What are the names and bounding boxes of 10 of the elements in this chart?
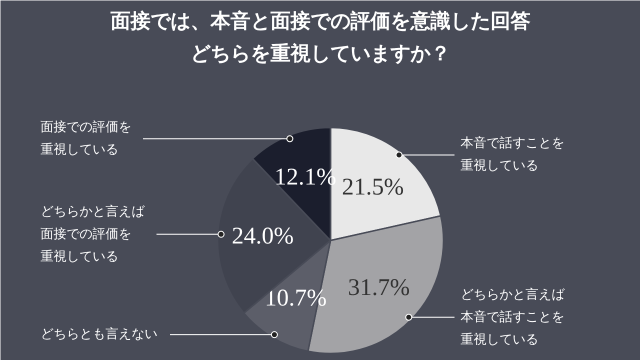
slice-label: 本音で話すことを重視している (460, 136, 564, 174)
slice-label: 面接での評価を重視している (40, 120, 132, 158)
data-label: 31.7% (348, 274, 410, 301)
slice-label: どちらかと言えば面接での評価を重視している (40, 203, 146, 264)
chart-title: 面接では、本音と面接での評価を意識した回答どちらを重視していますか？ (110, 8, 530, 65)
data-label: 24.0% (232, 224, 294, 250)
data-label: 10.7% (264, 286, 327, 312)
data-label: 21.5% (342, 174, 404, 201)
slice-label: どちらかと言えば本音で話すことを重視している (460, 286, 566, 348)
slice-label: どちらとも言えない (40, 326, 158, 342)
